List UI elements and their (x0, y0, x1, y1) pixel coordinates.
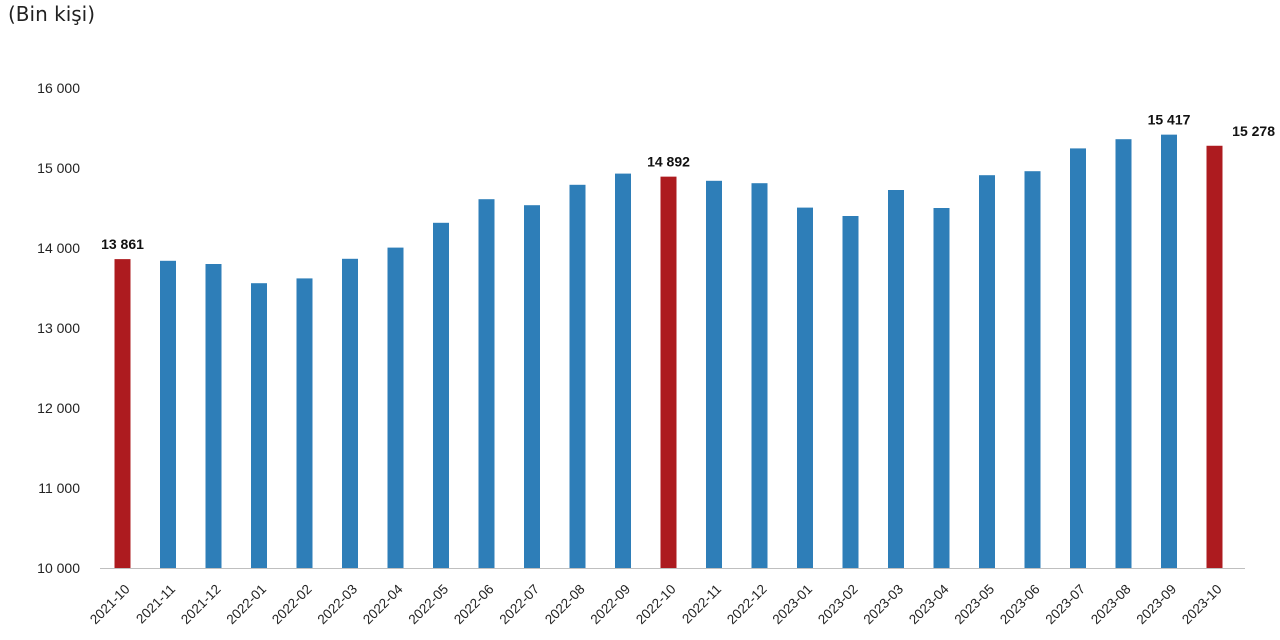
x-tick-label: 2022-03 (314, 582, 360, 628)
bar (569, 184, 586, 569)
x-tick-label: 2023-05 (951, 582, 997, 628)
x-tick-label: 2022-12 (724, 582, 770, 628)
x-tick-label: 2022-05 (405, 582, 451, 628)
data-label: 13 861 (101, 236, 144, 252)
x-axis-ticks: 2021-10 2021-11 2021-12 2022-01 2022-02 2022-… (87, 581, 1225, 627)
x-tick-label: 2022-04 (360, 581, 406, 627)
bars (114, 134, 1223, 569)
y-tick-label: 11 000 (38, 480, 80, 496)
x-tick-label: 2023-10 (1179, 582, 1225, 628)
bar (979, 175, 995, 568)
bar (160, 260, 176, 568)
data-label: 14 892 (647, 154, 690, 170)
x-tick-label: 2022-09 (587, 582, 633, 628)
bar (1024, 171, 1041, 568)
bar (342, 258, 358, 568)
x-tick-label: 2023-02 (815, 582, 861, 628)
x-tick-label: 2023-08 (1088, 582, 1134, 628)
x-tick-label: 2021-10 (87, 582, 133, 628)
y-tick-label: 13 000 (37, 320, 80, 336)
x-tick-label: 2023-09 (1133, 582, 1179, 628)
x-tick-label: 2023-04 (906, 581, 952, 627)
bar (478, 199, 495, 568)
data-label: 15 278 (1232, 123, 1275, 139)
x-tick-label: 2022-06 (451, 582, 497, 628)
bar (615, 173, 631, 568)
bar (114, 259, 131, 568)
bar (660, 176, 677, 568)
x-tick-label: 2023-06 (997, 582, 1043, 628)
y-tick-label: 14 000 (37, 240, 80, 256)
bar (433, 222, 449, 569)
x-tick-label: 2021-11 (133, 582, 178, 627)
y-tick-label: 16 000 (37, 80, 80, 96)
unit-label: (Bin kişi) (8, 2, 96, 26)
bar (205, 264, 222, 568)
bar (1115, 139, 1132, 568)
bar (1206, 145, 1223, 568)
bar (251, 283, 267, 568)
x-tick-label: 2022-11 (679, 582, 724, 627)
x-tick-label: 2021-12 (178, 582, 224, 628)
data-labels: 13 861 14 892 15 417 15 278 (101, 112, 1275, 252)
bar (797, 207, 813, 568)
y-tick-label: 15 000 (37, 160, 80, 176)
x-tick-label: 2022-01 (223, 582, 269, 628)
y-tick-label: 12 000 (37, 400, 80, 416)
x-tick-label: 2022-08 (542, 582, 588, 628)
bar (888, 190, 904, 568)
bar (751, 183, 768, 568)
x-tick-label: 2023-07 (1042, 582, 1088, 628)
data-label: 15 417 (1148, 112, 1191, 128)
bar (524, 205, 540, 568)
bar (1070, 148, 1086, 568)
bar (1161, 134, 1177, 568)
bar (296, 278, 313, 568)
x-tick-label: 2023-03 (860, 582, 906, 628)
y-tick-label: 10 000 (37, 560, 80, 576)
x-tick-label: 2022-07 (496, 582, 542, 628)
x-tick-label: 2023-01 (769, 582, 815, 628)
bar (706, 180, 722, 569)
bar (933, 208, 950, 568)
x-tick-label: 2022-10 (633, 582, 679, 628)
bar (387, 247, 404, 568)
y-axis-ticks: 10 000 11 000 12 000 13 000 14 000 15 000 16 0… (37, 80, 80, 576)
x-tick-label: 2022-02 (269, 582, 315, 628)
bar (842, 216, 859, 568)
